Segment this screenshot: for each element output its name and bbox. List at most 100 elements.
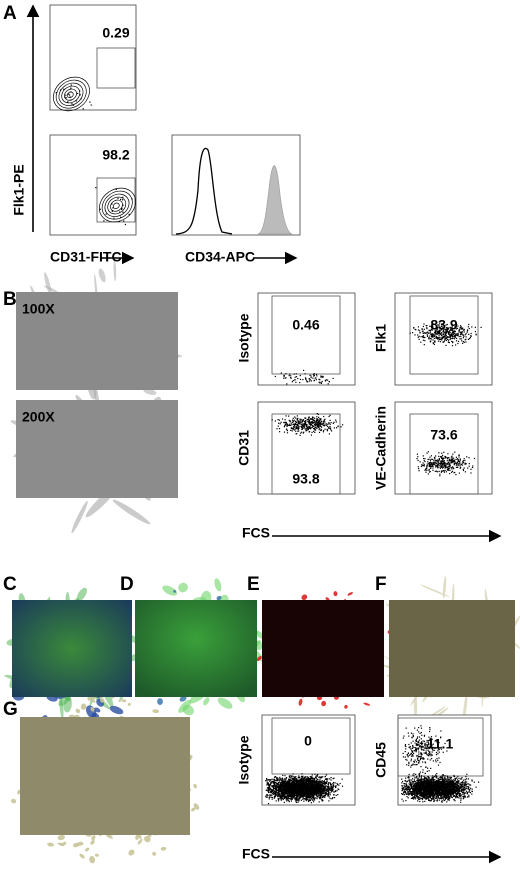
- event-dot: [435, 462, 437, 464]
- event-dot: [439, 460, 441, 462]
- event-dot: [464, 339, 466, 341]
- event-dot: [307, 783, 309, 785]
- event-dot: [316, 796, 318, 798]
- event-dot: [304, 422, 306, 424]
- event-dot: [454, 338, 456, 340]
- event-dot: [271, 785, 273, 787]
- event-dot: [301, 792, 303, 794]
- event-dot: [308, 799, 310, 801]
- event-dot: [292, 785, 294, 787]
- event-dot: [322, 375, 324, 377]
- event-dot: [289, 424, 291, 426]
- event-dot: [320, 418, 322, 420]
- event-dot: [452, 334, 454, 336]
- event-dot: [428, 337, 430, 339]
- event-dot: [292, 789, 294, 791]
- event-dot: [302, 424, 304, 426]
- event-dot: [328, 422, 330, 424]
- event-dot: [281, 779, 283, 781]
- event-dot: [315, 784, 317, 787]
- event-dot: [315, 797, 317, 799]
- event-dot: [445, 465, 447, 467]
- event-dot: [317, 413, 319, 415]
- cell: [79, 853, 85, 859]
- event-dot: [306, 380, 308, 382]
- event-dot: [309, 788, 311, 790]
- event-dot: [310, 418, 312, 420]
- event-dot: [307, 796, 309, 798]
- event-dot: [319, 790, 322, 792]
- event-dot: [266, 783, 268, 785]
- event-dot: [322, 785, 324, 787]
- event-dot: [327, 790, 329, 793]
- event-dot: [437, 464, 439, 466]
- event-dot: [457, 459, 460, 462]
- event-dot: [455, 466, 457, 468]
- event-dot: [324, 794, 326, 797]
- event-dot: [326, 425, 328, 427]
- event-dot: [413, 327, 415, 329]
- event-dot: [310, 790, 312, 792]
- event-dot: [270, 792, 272, 794]
- event-dot: [316, 787, 318, 789]
- event-dot: [293, 426, 295, 428]
- event-dot: [441, 461, 443, 463]
- event-dot: [334, 797, 336, 799]
- event-dot: [453, 464, 455, 466]
- event-dot: [334, 785, 336, 787]
- event-dot: [79, 94, 81, 96]
- event-dot: [118, 220, 121, 222]
- event-dot: [318, 782, 320, 785]
- event-dot: [426, 325, 428, 327]
- event-dot: [280, 372, 282, 374]
- event-dot: [277, 794, 280, 796]
- event-dot: [449, 465, 451, 467]
- event-dot: [270, 783, 272, 785]
- event-dot: [327, 379, 329, 381]
- event-dot: [327, 790, 329, 792]
- event-dot: [330, 789, 332, 791]
- event-dot: [319, 780, 322, 782]
- event-dot: [123, 220, 125, 222]
- cell: [160, 846, 167, 851]
- event-dot: [323, 780, 325, 782]
- plot-frame: [257, 292, 356, 386]
- event-dot: [450, 329, 452, 331]
- event-dot: [433, 328, 435, 330]
- event-dot: [324, 783, 326, 785]
- event-dot: [321, 789, 323, 791]
- event-dot: [305, 776, 307, 778]
- event-dot: [474, 331, 476, 333]
- event-dot: [455, 325, 457, 327]
- event-dot: [449, 469, 451, 471]
- event-dot: [438, 460, 440, 462]
- event-dot: [289, 787, 291, 789]
- event-dot: [307, 786, 309, 788]
- event-dot: [448, 333, 450, 335]
- event-dot: [283, 790, 285, 793]
- event-dot: [453, 335, 455, 337]
- event-dot: [292, 423, 294, 425]
- event-dot: [420, 341, 422, 343]
- event-dot: [302, 775, 304, 777]
- event-dot: [277, 783, 279, 785]
- event-dot: [322, 424, 324, 426]
- event-dot: [303, 420, 305, 423]
- event-dot: [441, 337, 443, 339]
- event-dot: [441, 338, 443, 340]
- event-dot: [304, 790, 306, 792]
- event-dot: [438, 459, 440, 461]
- event-dot: [295, 794, 297, 796]
- event-dot: [422, 325, 424, 328]
- event-dot: [292, 792, 294, 794]
- event-dot: [314, 428, 316, 430]
- event-dot: [298, 798, 300, 800]
- event-dot: [313, 784, 315, 787]
- event-dot: [445, 471, 447, 473]
- event-dot: [321, 776, 323, 778]
- event-dot: [286, 429, 288, 431]
- event-dot: [310, 781, 312, 783]
- event-dot: [443, 460, 445, 462]
- event-dot: [304, 786, 306, 788]
- event-dot: [445, 344, 447, 346]
